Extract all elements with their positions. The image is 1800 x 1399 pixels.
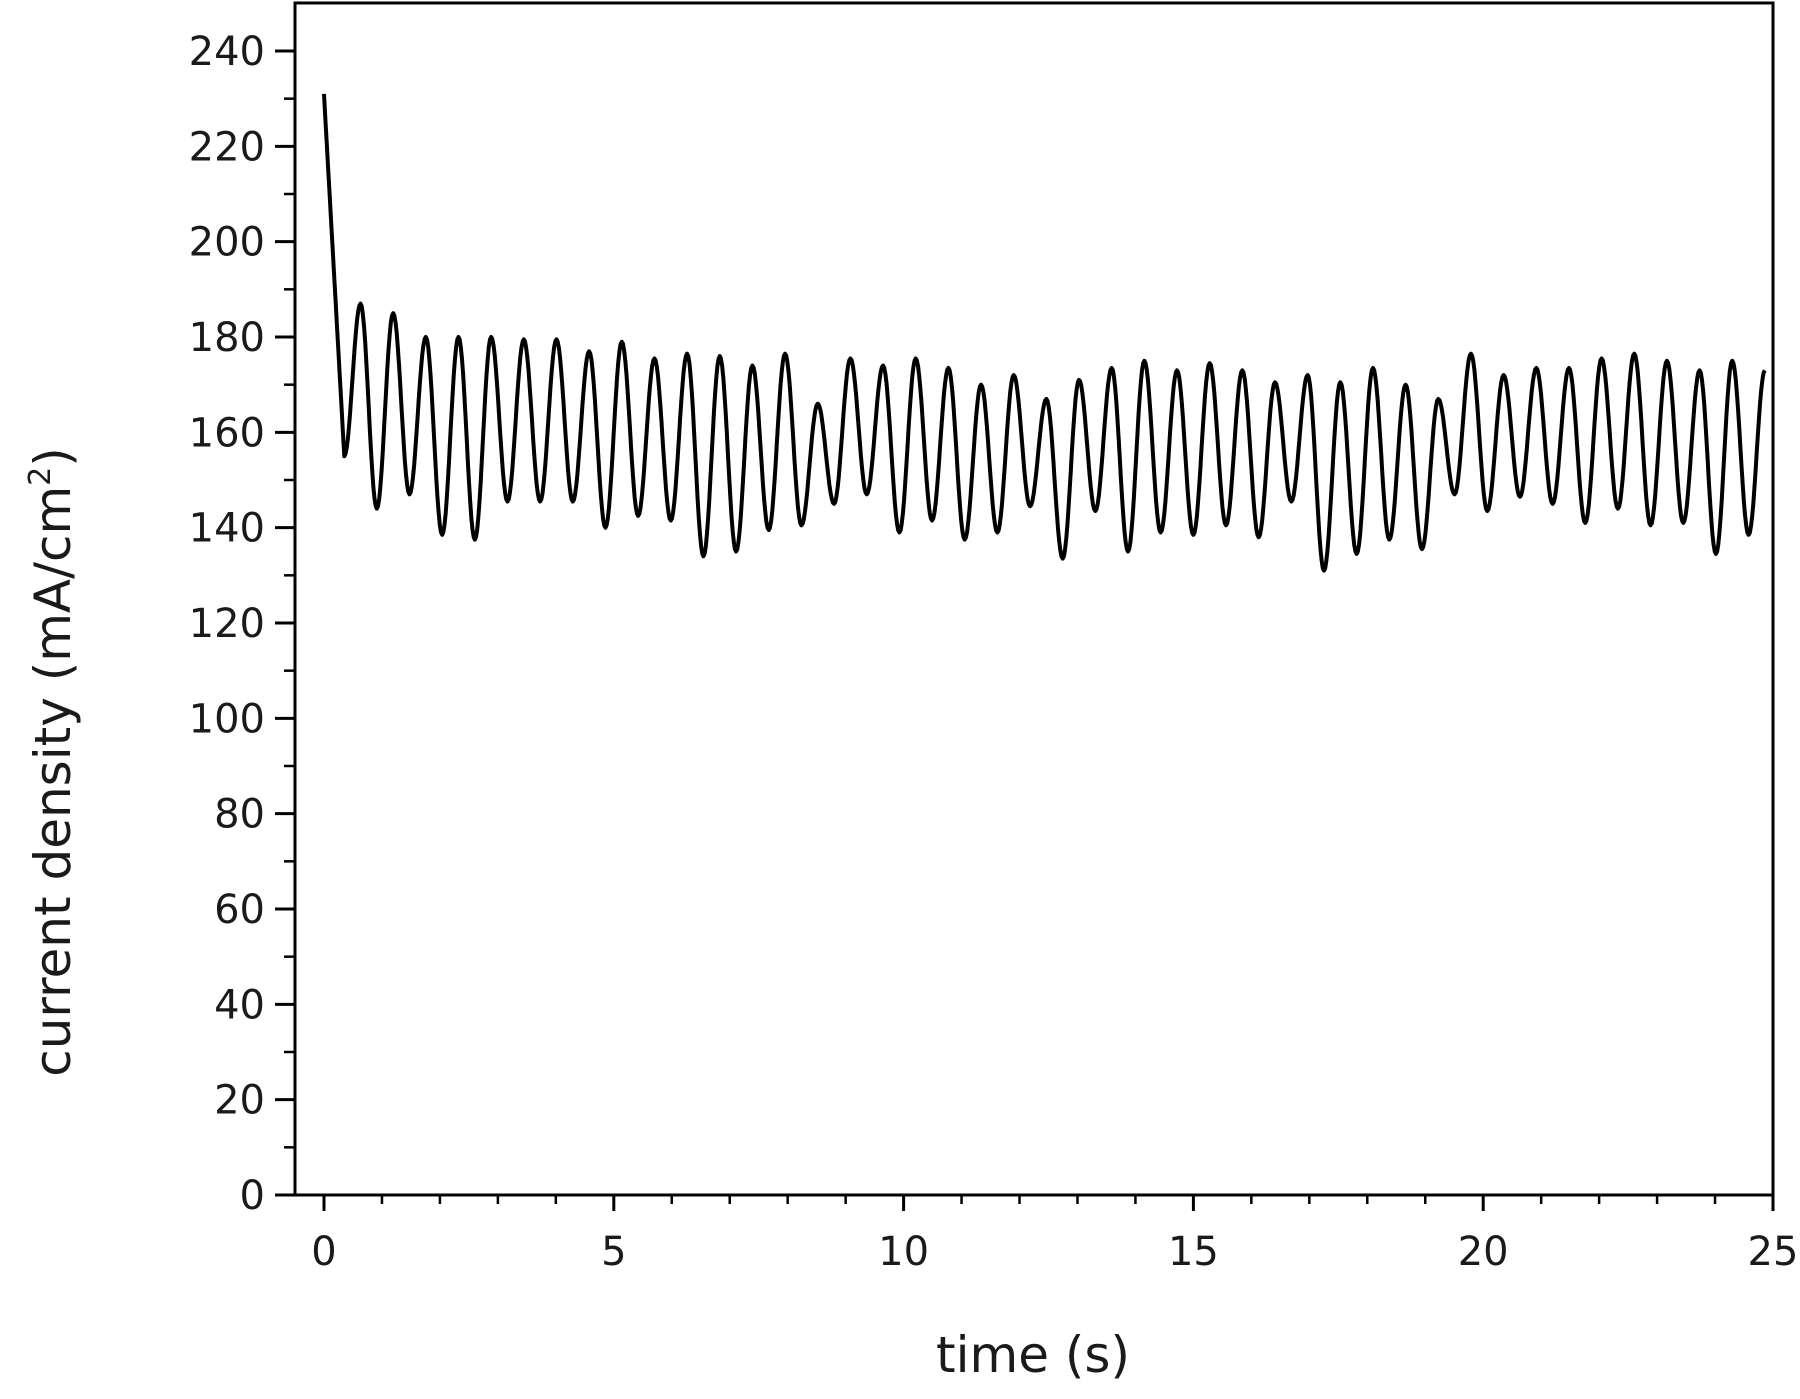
y-tick-label: 60 [214,887,265,933]
y-axis-title-main: current density (mA/cm [24,486,82,1077]
x-tick-label: 15 [1168,1229,1219,1275]
y-tick-label: 140 [189,506,265,552]
plot-layer [322,93,1767,573]
y-tick-label: 0 [240,1173,265,1219]
y-axis-title-superscript: 2 [23,467,58,486]
y-tick-label: 200 [189,220,265,266]
x-tick-label: 20 [1458,1229,1509,1275]
x-tick-label: 25 [1748,1229,1799,1275]
x-tick-label: 10 [878,1229,929,1275]
y-tick-label: 100 [189,696,265,742]
x-tick-label: 5 [601,1229,626,1275]
axes-layer: 0 5 10 15 20 25 0 20 40 60 80 100 120 140 160 180 200 220… [189,1,1799,1275]
y-axis-title-close: ) [24,447,82,467]
y-tick-label: 180 [189,315,265,361]
y-tick-label: 160 [189,410,265,456]
y-tick-label: 40 [214,982,265,1028]
series-line-current-density [322,93,1767,573]
y-tick-label: 240 [189,29,265,75]
y-tick-label: 80 [214,792,265,838]
plot-frame [293,1,1775,1197]
x-axis-title: time (s) [936,1326,1130,1384]
x-tick-label: 0 [311,1229,336,1275]
y-tick-label: 120 [189,601,265,647]
y-tick-label: 20 [214,1078,265,1124]
y-axis-title: current density (mA/cm2) [23,447,82,1077]
y-tick-label: 220 [189,124,265,170]
